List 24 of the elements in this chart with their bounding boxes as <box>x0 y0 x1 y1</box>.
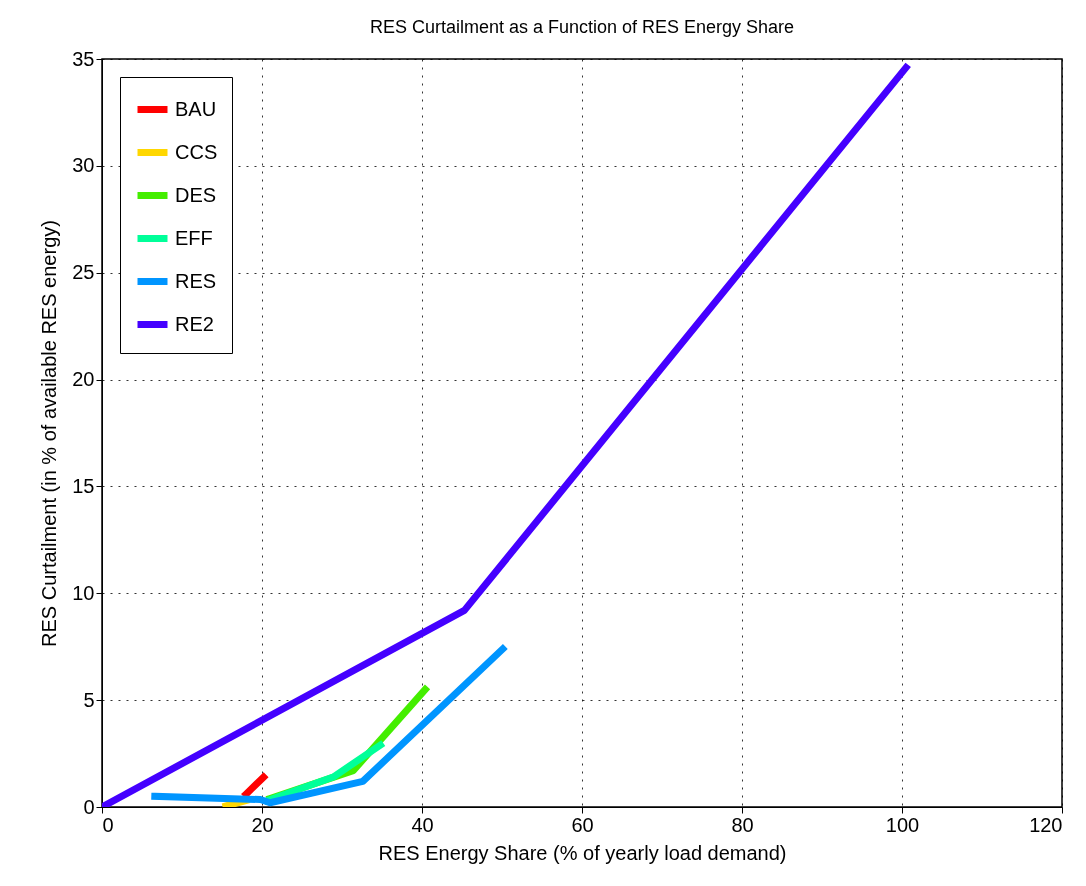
legend-label: BAU <box>175 97 217 120</box>
x-tick-label: 100 <box>885 813 920 836</box>
x-tick-label: 120 <box>1029 813 1063 836</box>
legend-label: DES <box>175 183 217 206</box>
x-tick-label: 80 <box>731 813 754 836</box>
x-axis-title: RES Energy Share (% of yearly load demand) <box>378 841 787 864</box>
y-tick-label: 5 <box>83 688 95 711</box>
x-tick-label: 20 <box>251 813 274 836</box>
legend-label: RE2 <box>175 312 214 335</box>
x-tick-label: 40 <box>411 813 434 836</box>
y-tick-label: 35 <box>72 47 95 70</box>
x-tick-label: 0 <box>102 813 114 836</box>
legend-label: RES <box>175 269 217 292</box>
y-tick-label: 10 <box>72 581 95 604</box>
legend-label: CCS <box>175 140 218 163</box>
y-axis-title: RES Curtailment (in % of available RES energy) <box>38 220 61 647</box>
chart-title: RES Curtailment as a Function of RES Energy Share <box>369 17 795 37</box>
y-tick-label: 25 <box>72 261 95 284</box>
legend-label: EFF <box>175 226 213 249</box>
y-tick-label: 20 <box>72 368 95 391</box>
y-tick-label: 0 <box>83 795 95 818</box>
y-tick-label: 30 <box>72 154 95 177</box>
x-tick-label: 60 <box>571 813 594 836</box>
y-tick-label: 15 <box>72 474 95 497</box>
